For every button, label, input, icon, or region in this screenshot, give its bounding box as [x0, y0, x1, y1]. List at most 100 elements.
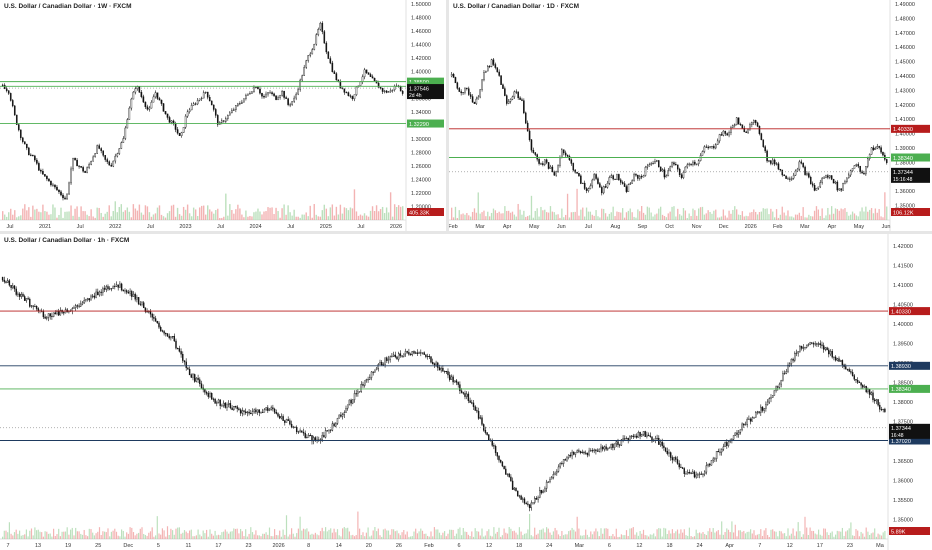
- volume-bar: [330, 528, 332, 539]
- volume-bar: [369, 536, 371, 539]
- volume-bar: [269, 207, 271, 220]
- candle-body: [633, 174, 635, 181]
- volume-bar: [651, 534, 653, 539]
- candle-body: [747, 128, 749, 133]
- weekly-chart[interactable]: 1.500001.480001.460001.440001.420001.400…: [0, 0, 446, 231]
- volume-bar: [841, 527, 843, 539]
- candle-body: [540, 490, 543, 494]
- hourly-chart-panel[interactable]: 1.42000 1.41500 1.41000 1.40500 1.40000 1.395…: [0, 234, 932, 550]
- volume-bar: [272, 536, 274, 539]
- volume-bar: [415, 528, 417, 539]
- volume-bar: [813, 210, 816, 220]
- candle-body: [387, 91, 390, 93]
- candle-body: [160, 99, 163, 104]
- candle-body: [139, 303, 142, 305]
- volume-bar: [82, 211, 84, 220]
- volume-bar: [199, 534, 201, 539]
- candle-body: [110, 288, 113, 290]
- x-tick-label: Sep: [638, 224, 648, 230]
- candle-body: [680, 174, 683, 178]
- candle-body: [233, 406, 235, 411]
- volume-bar: [688, 213, 690, 220]
- volume-bar: [399, 206, 402, 220]
- volume-bar: [693, 536, 696, 539]
- candle-body: [401, 90, 404, 94]
- candle-body: [464, 393, 466, 397]
- volume-bar: [831, 206, 833, 220]
- candle-body: [785, 371, 788, 374]
- volume-bar: [827, 207, 829, 220]
- volume-bar: [561, 208, 563, 220]
- volume-bar: [518, 527, 520, 539]
- volume-bar: [627, 535, 629, 539]
- candle-body: [239, 409, 242, 414]
- candle-body: [379, 87, 382, 89]
- volume-bar: [3, 530, 5, 539]
- candle-body: [826, 347, 828, 351]
- hourly-chart[interactable]: 1.420001.415001.410001.405001.400001.395…: [0, 234, 932, 550]
- panel-divider-horizontal[interactable]: [0, 231, 932, 234]
- candle-body: [581, 451, 584, 453]
- volume-bar: [13, 532, 16, 539]
- volume-bar: [588, 536, 590, 539]
- volume-bar: [838, 210, 840, 220]
- candle-body: [737, 117, 740, 125]
- volume-bar: [126, 532, 128, 539]
- candle-body: [166, 113, 169, 118]
- volume-bar: [186, 204, 189, 220]
- candle-body: [698, 473, 701, 475]
- volume-bar: [342, 528, 344, 539]
- candle-body: [867, 389, 869, 393]
- daily-chart[interactable]: 1.490001.480001.470001.460001.450001.440…: [449, 0, 932, 231]
- volume-bar: [105, 532, 107, 539]
- candle-body: [634, 435, 636, 437]
- volume-bar: [107, 528, 109, 539]
- candle-body: [392, 354, 395, 357]
- weekly-chart-panel[interactable]: 1.50000 1.48000 1.46000 1.44000 1.42000 1.400…: [0, 0, 446, 231]
- candle-body: [214, 398, 216, 404]
- volume-bar: [698, 208, 700, 220]
- volume-bar: [824, 528, 826, 539]
- candle-body: [216, 115, 219, 125]
- volume-bar: [389, 192, 392, 220]
- candle-body: [112, 286, 114, 289]
- candle-body: [302, 431, 305, 434]
- daily-chart-panel[interactable]: 1.49000 1.48000 1.47000 1.46000 1.45000 1.440…: [449, 0, 932, 231]
- candle-body: [52, 184, 54, 186]
- volume-bar: [102, 216, 104, 220]
- panel-divider-vertical[interactable]: [446, 0, 449, 231]
- volume-bar: [469, 536, 471, 539]
- candle-body: [192, 374, 194, 378]
- candle-body: [669, 166, 671, 171]
- volume-bar: [299, 516, 301, 539]
- candle-body: [694, 161, 696, 165]
- volume-bar: [401, 532, 403, 539]
- volume-bar: [261, 214, 263, 220]
- candle-body: [245, 94, 247, 99]
- candle-body: [144, 307, 147, 312]
- volume-bar: [784, 533, 786, 539]
- y-tick-label: 1.44000: [411, 43, 431, 49]
- candle-body: [340, 414, 342, 417]
- volume-bar: [205, 214, 207, 220]
- y-tick-label: 1.24000: [411, 178, 431, 184]
- candle-body: [490, 59, 493, 67]
- volume-bar: [15, 529, 17, 539]
- volume-bar: [95, 533, 97, 539]
- volume-bar: [374, 527, 376, 539]
- candle-body: [809, 342, 811, 345]
- volume-bar: [738, 530, 740, 539]
- volume-bar: [832, 213, 835, 220]
- candle-body: [282, 416, 284, 421]
- candle-body: [831, 351, 833, 358]
- candle-body: [311, 49, 314, 55]
- volume-bar: [589, 211, 592, 220]
- volume-bar: [253, 534, 255, 539]
- volume-bar: [53, 528, 55, 539]
- candle-body: [823, 177, 825, 179]
- y-tick-label: 1.46000: [895, 45, 915, 51]
- candle-body: [369, 74, 372, 77]
- volume-bar: [749, 212, 751, 220]
- volume-bar: [663, 527, 665, 539]
- volume-bar: [766, 208, 768, 220]
